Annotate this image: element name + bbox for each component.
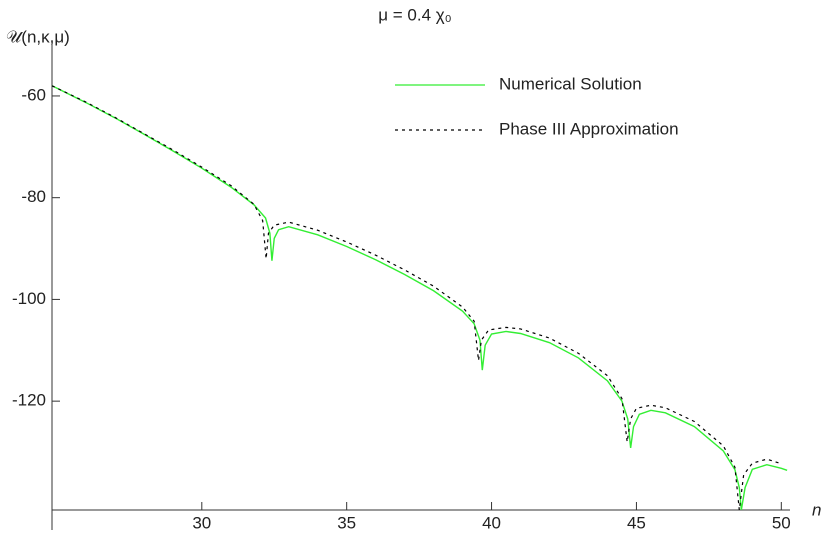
x-tick-label: 35 (337, 513, 356, 532)
chart-title: μ = 0.4 χ₀ (378, 5, 452, 24)
y-tick-label: -100 (12, 289, 46, 308)
legend-label: Numerical Solution (499, 74, 642, 93)
y-tick-label: -60 (21, 85, 46, 104)
x-tick-label: 50 (772, 513, 791, 532)
series-line (52, 85, 782, 510)
x-tick-label: 45 (627, 513, 646, 532)
x-axis-label: n (812, 500, 821, 519)
y-axis-label: 𝒰(n,κ,μ) (6, 27, 70, 46)
y-tick-label: -80 (21, 187, 46, 206)
x-tick-label: 40 (482, 513, 501, 532)
series-line (52, 85, 788, 510)
x-tick-label: 30 (192, 513, 211, 532)
y-tick-label: -120 (12, 391, 46, 410)
legend-label: Phase III Approximation (499, 119, 679, 138)
